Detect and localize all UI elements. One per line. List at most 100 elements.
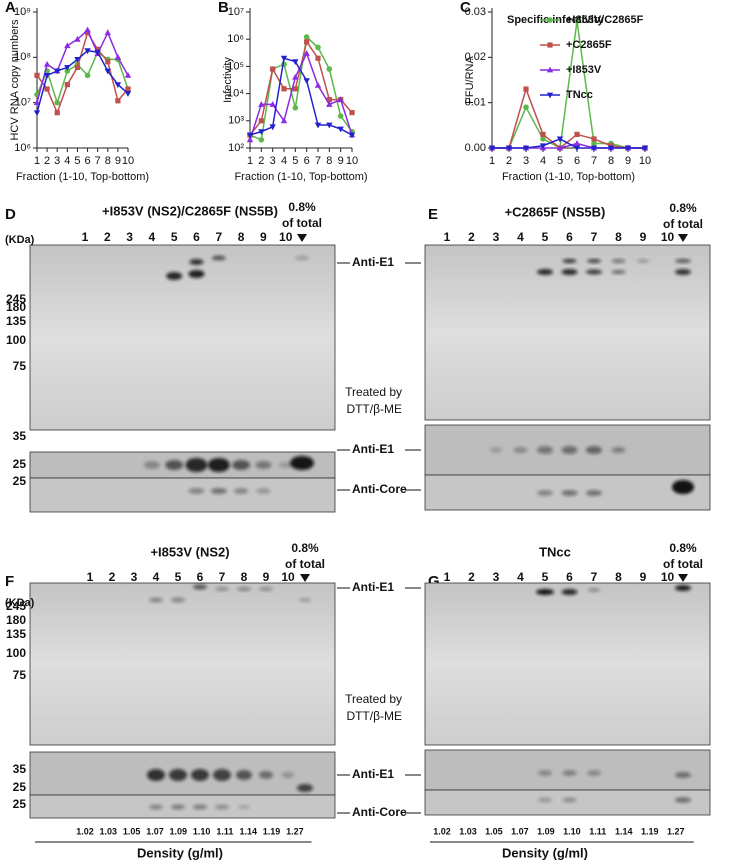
point: [74, 35, 81, 42]
band: [193, 584, 207, 590]
point: [246, 132, 254, 139]
point: [104, 29, 111, 36]
band: [149, 597, 163, 603]
band: [282, 772, 294, 778]
x-tick-label: 7: [315, 155, 321, 167]
y-tick-label: 10³: [228, 115, 244, 127]
y-tick-label: 0.00: [465, 142, 486, 154]
point: [315, 55, 321, 61]
point: [523, 104, 529, 110]
legend-label: +I853V: [566, 64, 602, 76]
point: [84, 30, 91, 36]
band: [561, 589, 578, 595]
band: [562, 770, 577, 776]
x-tick-label: 10: [122, 155, 134, 167]
x-tick-label: 6: [304, 155, 310, 167]
band: [675, 269, 691, 275]
point: [591, 140, 597, 147]
band: [537, 446, 553, 454]
lane-label: 9: [260, 230, 267, 244]
point: [124, 91, 132, 97]
marker-label: 180: [6, 613, 26, 627]
total-label: of total: [663, 217, 703, 231]
point: [556, 144, 564, 151]
series-line: [492, 20, 645, 150]
treatment-note: DTT/β-ME: [346, 402, 402, 416]
lane-label: 7: [219, 570, 226, 584]
x-tick-label: 10: [639, 155, 651, 167]
band: [210, 488, 227, 494]
point: [292, 105, 299, 111]
total-label: 0.8%: [669, 201, 697, 215]
lane-label: 7: [215, 230, 222, 244]
lane-label: 4: [517, 230, 524, 244]
x-tick-label: 8: [105, 155, 111, 167]
lane-label: 5: [542, 230, 549, 244]
band: [193, 804, 207, 810]
point: [280, 117, 288, 124]
lane-label: 2: [468, 570, 475, 584]
blot-image: [29, 477, 336, 513]
y-tick-label: 10⁷: [15, 97, 31, 109]
treatment-note: DTT/β-ME: [346, 709, 402, 723]
density-label: 1.07: [146, 826, 164, 836]
series-line: [249, 35, 353, 141]
band: [587, 259, 601, 263]
point: [292, 59, 299, 66]
x-tick-label: 1: [34, 155, 40, 167]
point: [641, 145, 649, 152]
band: [611, 270, 626, 274]
point: [105, 59, 111, 65]
panel-letter: C: [460, 0, 471, 16]
point: [624, 145, 632, 152]
blot-image: [29, 582, 336, 746]
point: [104, 68, 111, 75]
point: [64, 68, 71, 74]
point: [337, 113, 344, 119]
band: [536, 589, 554, 595]
y-tick-label: 10⁷: [228, 6, 244, 18]
band: [611, 447, 626, 453]
total-label: of total: [663, 557, 703, 571]
series-line: [36, 51, 129, 106]
band: [188, 270, 205, 278]
x-tick-label: 2: [44, 155, 50, 167]
panel-letter: G: [428, 573, 440, 590]
band: [299, 598, 311, 602]
marker-label: 75: [13, 359, 27, 373]
legend-label: +I853V/C2865F: [566, 14, 644, 26]
marker-label: 245: [6, 292, 26, 306]
density-label: 1.03: [459, 826, 477, 836]
point: [523, 86, 529, 92]
total-label: 0.8%: [669, 541, 697, 555]
band: [537, 269, 553, 275]
y-axis-label: HCV RNA copy numbers: [9, 19, 21, 141]
blot-title: TNcc: [539, 544, 571, 559]
band: [675, 585, 691, 591]
band: [171, 597, 185, 603]
lane-label: 3: [493, 570, 500, 584]
point: [539, 143, 547, 150]
band: [588, 588, 600, 592]
point: [258, 101, 265, 107]
lane-label: 7: [591, 570, 598, 584]
band: [562, 797, 577, 803]
blot-title: +C2865F (NS5B): [505, 204, 606, 219]
total-label: of total: [282, 216, 322, 230]
x-tick-label: 5: [292, 155, 298, 167]
density-label: 1.09: [170, 826, 188, 836]
point: [607, 145, 615, 152]
x-axis-label: Fraction (1-10, Top-bottom): [234, 171, 367, 183]
lane-label: 5: [542, 570, 549, 584]
band: [537, 490, 553, 496]
series-line: [249, 40, 353, 136]
point: [292, 86, 298, 92]
lane-label: 4: [149, 230, 156, 244]
band: [561, 446, 578, 454]
band: [675, 772, 691, 778]
point: [114, 53, 122, 60]
total-arrow: [678, 574, 688, 582]
band: [513, 447, 528, 453]
kda-label: (KDa): [5, 597, 35, 609]
point: [258, 118, 264, 124]
